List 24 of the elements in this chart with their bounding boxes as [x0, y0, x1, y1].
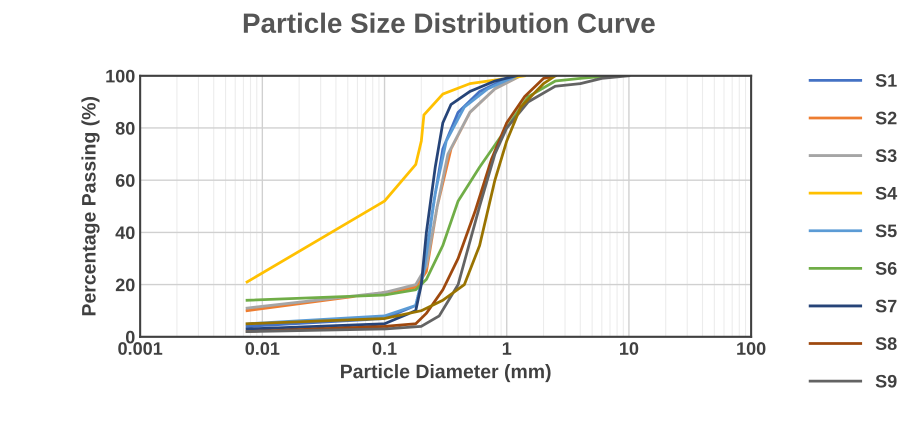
x-tick-label: 0.001 — [118, 342, 162, 355]
legend-label: S9 — [876, 374, 897, 388]
x-tick-label: 0.01 — [245, 342, 280, 355]
y-tick-label: 100 — [106, 70, 135, 82]
legend-label: S1 — [876, 74, 897, 87]
x-tick-label: 1 — [502, 342, 512, 355]
x-tick-label: 100 — [737, 342, 766, 355]
chart-title: Particle Size Distribution Curve — [244, 12, 655, 34]
y-tick-label: 20 — [116, 278, 135, 292]
legend-label: S6 — [876, 262, 897, 275]
x-tick-label: 10 — [620, 342, 638, 355]
legend-label: S2 — [876, 112, 896, 124]
legend-label: S4 — [876, 186, 898, 200]
y-tick-label: 40 — [115, 226, 135, 240]
legend-label: S8 — [876, 337, 897, 350]
y-tick-label: 80 — [116, 122, 135, 135]
legend-label: S5 — [876, 224, 897, 238]
x-tick-label: 0.1 — [372, 342, 397, 355]
y-tick-label: 0 — [126, 330, 135, 344]
y-tick-label: 60 — [116, 174, 135, 187]
x-axis-title: Particle Diameter (mm) — [341, 364, 551, 382]
legend-label: S7 — [876, 300, 896, 312]
legend-label: S3 — [876, 149, 897, 162]
y-axis-title: Percentage Passing (%) — [81, 97, 100, 316]
